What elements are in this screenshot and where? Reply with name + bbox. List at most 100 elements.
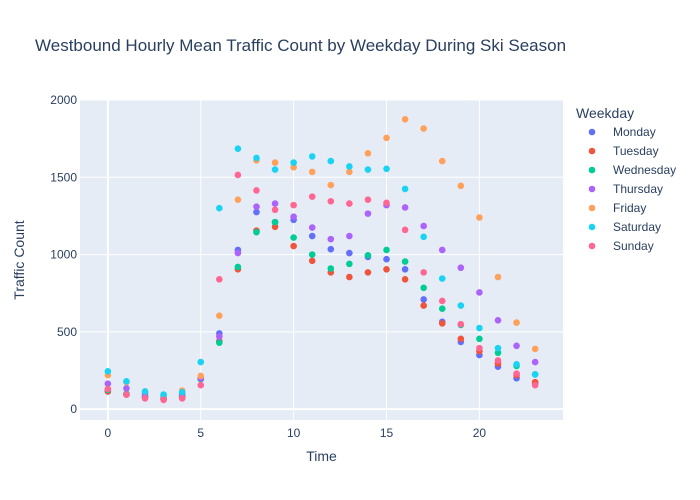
data-point[interactable] (271, 166, 279, 173)
data-point[interactable] (234, 263, 242, 271)
data-point[interactable] (216, 339, 223, 347)
data-point[interactable] (457, 302, 465, 309)
data-point[interactable] (290, 213, 297, 221)
data-point[interactable] (513, 342, 520, 350)
data-point[interactable] (420, 233, 427, 241)
data-point[interactable] (457, 335, 465, 343)
data-point[interactable] (216, 276, 223, 283)
data-point[interactable] (346, 168, 353, 176)
data-point[interactable] (308, 168, 316, 176)
data-point[interactable] (308, 224, 316, 231)
data-point[interactable] (327, 197, 335, 205)
data-point[interactable] (197, 381, 205, 389)
legend-item-tuesday[interactable]: Tuesday (588, 144, 659, 158)
data-point[interactable] (531, 358, 539, 366)
data-point[interactable] (383, 265, 390, 273)
data-point[interactable] (513, 370, 520, 377)
legend[interactable]: Monday Tuesday Wednesday Thursday Friday Satu… (588, 125, 676, 253)
data-point[interactable] (346, 200, 353, 207)
data-point[interactable] (531, 371, 539, 378)
legend-item-saturday[interactable]: Saturday (588, 220, 661, 234)
data-point[interactable] (346, 260, 353, 268)
data-point[interactable] (271, 200, 279, 207)
data-point[interactable] (308, 193, 316, 200)
data-point[interactable] (253, 208, 260, 216)
data-point[interactable] (253, 228, 260, 236)
data-point[interactable] (160, 391, 167, 398)
data-point[interactable] (327, 245, 335, 253)
data-point[interactable] (476, 214, 483, 221)
data-point[interactable] (438, 305, 446, 312)
data-point[interactable] (420, 125, 427, 132)
data-point[interactable] (494, 349, 502, 357)
data-point[interactable] (438, 297, 446, 305)
data-point[interactable] (123, 391, 130, 398)
data-point[interactable] (364, 252, 372, 259)
data-point[interactable] (123, 385, 130, 392)
data-point[interactable] (364, 166, 372, 173)
data-point[interactable] (178, 388, 186, 396)
data-point[interactable] (271, 206, 279, 214)
data-point[interactable] (383, 165, 390, 173)
data-point[interactable] (197, 358, 205, 366)
data-point[interactable] (308, 257, 316, 265)
data-point[interactable] (104, 385, 112, 393)
data-point[interactable] (476, 335, 483, 343)
legend-item-sunday[interactable]: Sunday (588, 239, 654, 253)
data-point[interactable] (104, 380, 112, 387)
data-point[interactable] (494, 344, 502, 352)
data-point[interactable] (327, 181, 335, 189)
data-point[interactable] (216, 312, 223, 319)
data-point[interactable] (401, 265, 409, 273)
data-point[interactable] (308, 232, 316, 240)
data-point[interactable] (438, 246, 446, 254)
data-point[interactable] (457, 264, 465, 272)
data-point[interactable] (346, 232, 353, 240)
data-point[interactable] (290, 242, 297, 250)
data-point[interactable] (364, 150, 372, 157)
data-point[interactable] (364, 196, 372, 204)
data-point[interactable] (401, 258, 409, 265)
data-point[interactable] (420, 284, 427, 292)
data-point[interactable] (383, 199, 390, 207)
data-point[interactable] (290, 163, 297, 171)
data-point[interactable] (420, 269, 427, 276)
data-point[interactable] (420, 296, 427, 303)
data-point[interactable] (197, 372, 205, 380)
data-point[interactable] (234, 196, 242, 204)
data-point[interactable] (290, 201, 297, 209)
data-point[interactable] (476, 344, 483, 352)
data-point[interactable] (216, 204, 223, 212)
data-point[interactable] (346, 249, 353, 257)
data-point[interactable] (346, 163, 353, 170)
data-point[interactable] (438, 275, 446, 282)
data-point[interactable] (234, 249, 242, 257)
data-point[interactable] (531, 345, 539, 353)
data-point[interactable] (401, 276, 409, 283)
data-points[interactable] (104, 116, 539, 404)
data-point[interactable] (160, 396, 167, 404)
data-point[interactable] (457, 182, 465, 190)
data-point[interactable] (104, 368, 112, 375)
data-point[interactable] (513, 319, 520, 326)
data-point[interactable] (364, 210, 372, 217)
data-point[interactable] (494, 273, 502, 281)
data-point[interactable] (216, 333, 223, 340)
data-point[interactable] (234, 145, 242, 152)
data-point[interactable] (401, 204, 409, 211)
data-point[interactable] (253, 154, 260, 162)
data-point[interactable] (123, 378, 130, 385)
data-point[interactable] (308, 251, 316, 258)
data-point[interactable] (438, 320, 446, 327)
data-point[interactable] (457, 320, 465, 328)
data-point[interactable] (531, 381, 539, 389)
data-point[interactable] (420, 302, 427, 309)
data-point[interactable] (271, 218, 279, 226)
data-point[interactable] (383, 255, 390, 263)
data-point[interactable] (141, 388, 149, 395)
data-point[interactable] (420, 222, 427, 230)
data-point[interactable] (253, 203, 260, 210)
data-point[interactable] (290, 159, 297, 166)
legend-item-thursday[interactable]: Thursday (588, 182, 663, 196)
data-point[interactable] (346, 273, 353, 281)
